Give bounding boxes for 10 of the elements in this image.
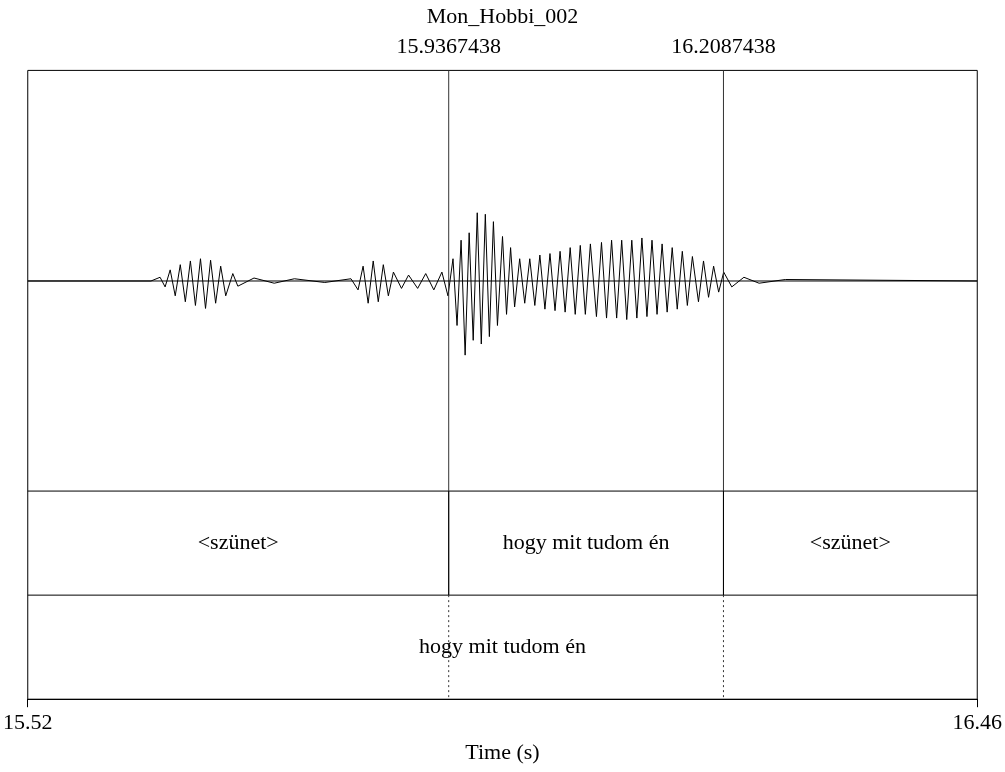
- x-tick-label: 16.46: [952, 709, 1002, 735]
- text: hogy mit tudom én: [419, 632, 586, 658]
- text: <szünet>: [197, 528, 279, 554]
- ref-line-label: 15.9367438: [396, 33, 501, 59]
- chart-title: Mon_Hobbi_002: [426, 2, 579, 28]
- x-axis-title: Time (s): [465, 738, 540, 764]
- text: hogy mit tudom én: [502, 528, 670, 554]
- x-tick-label: 15.52: [3, 709, 53, 735]
- text: <szünet>: [809, 528, 891, 554]
- ref-line-label: 16.2087438: [671, 33, 776, 59]
